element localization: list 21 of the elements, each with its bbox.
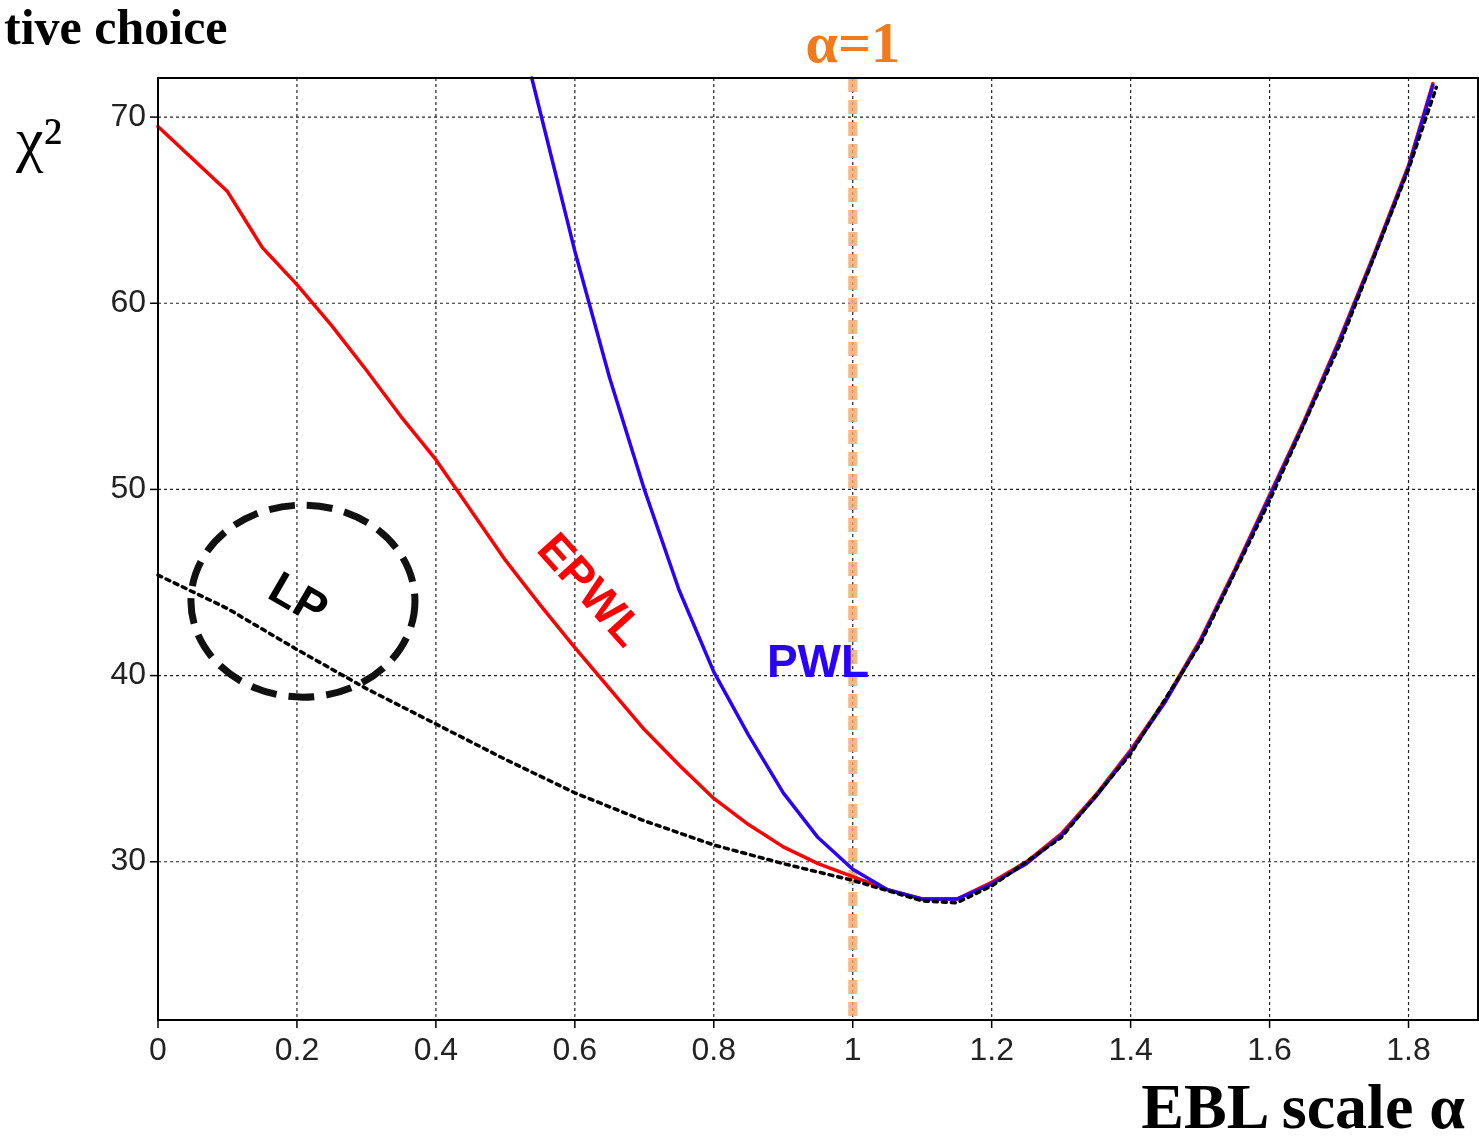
x-axis-title: EBL scale α <box>1141 1071 1466 1136</box>
y-tick-label: 70 <box>110 96 146 133</box>
x-tick-label: 1.8 <box>1386 1031 1431 1067</box>
y-tick-label: 40 <box>110 655 146 692</box>
x-tick-label: 1.6 <box>1247 1031 1292 1067</box>
text: LP <box>260 560 338 636</box>
ref-line-label: α=1 <box>805 10 900 75</box>
x-tick-label: 0.8 <box>691 1031 737 1067</box>
y-tick-label: 50 <box>110 468 146 505</box>
x-tick-label: 1 <box>843 1031 862 1067</box>
x-tick-label: 0.4 <box>413 1031 459 1067</box>
series-label: PWL <box>766 634 870 687</box>
y-tick-label: 30 <box>110 841 146 878</box>
y-axis-title: χ² <box>15 105 63 173</box>
x-tick-label: 0.6 <box>552 1031 598 1067</box>
x-tick-label: 1.2 <box>969 1031 1014 1067</box>
x-tick-label: 0.2 <box>274 1031 320 1067</box>
chart-title: tive choice <box>4 0 228 55</box>
x-tick-label: 0 <box>149 1031 167 1067</box>
x-tick-label: 1.4 <box>1108 1031 1153 1067</box>
y-tick-label: 60 <box>110 282 146 319</box>
